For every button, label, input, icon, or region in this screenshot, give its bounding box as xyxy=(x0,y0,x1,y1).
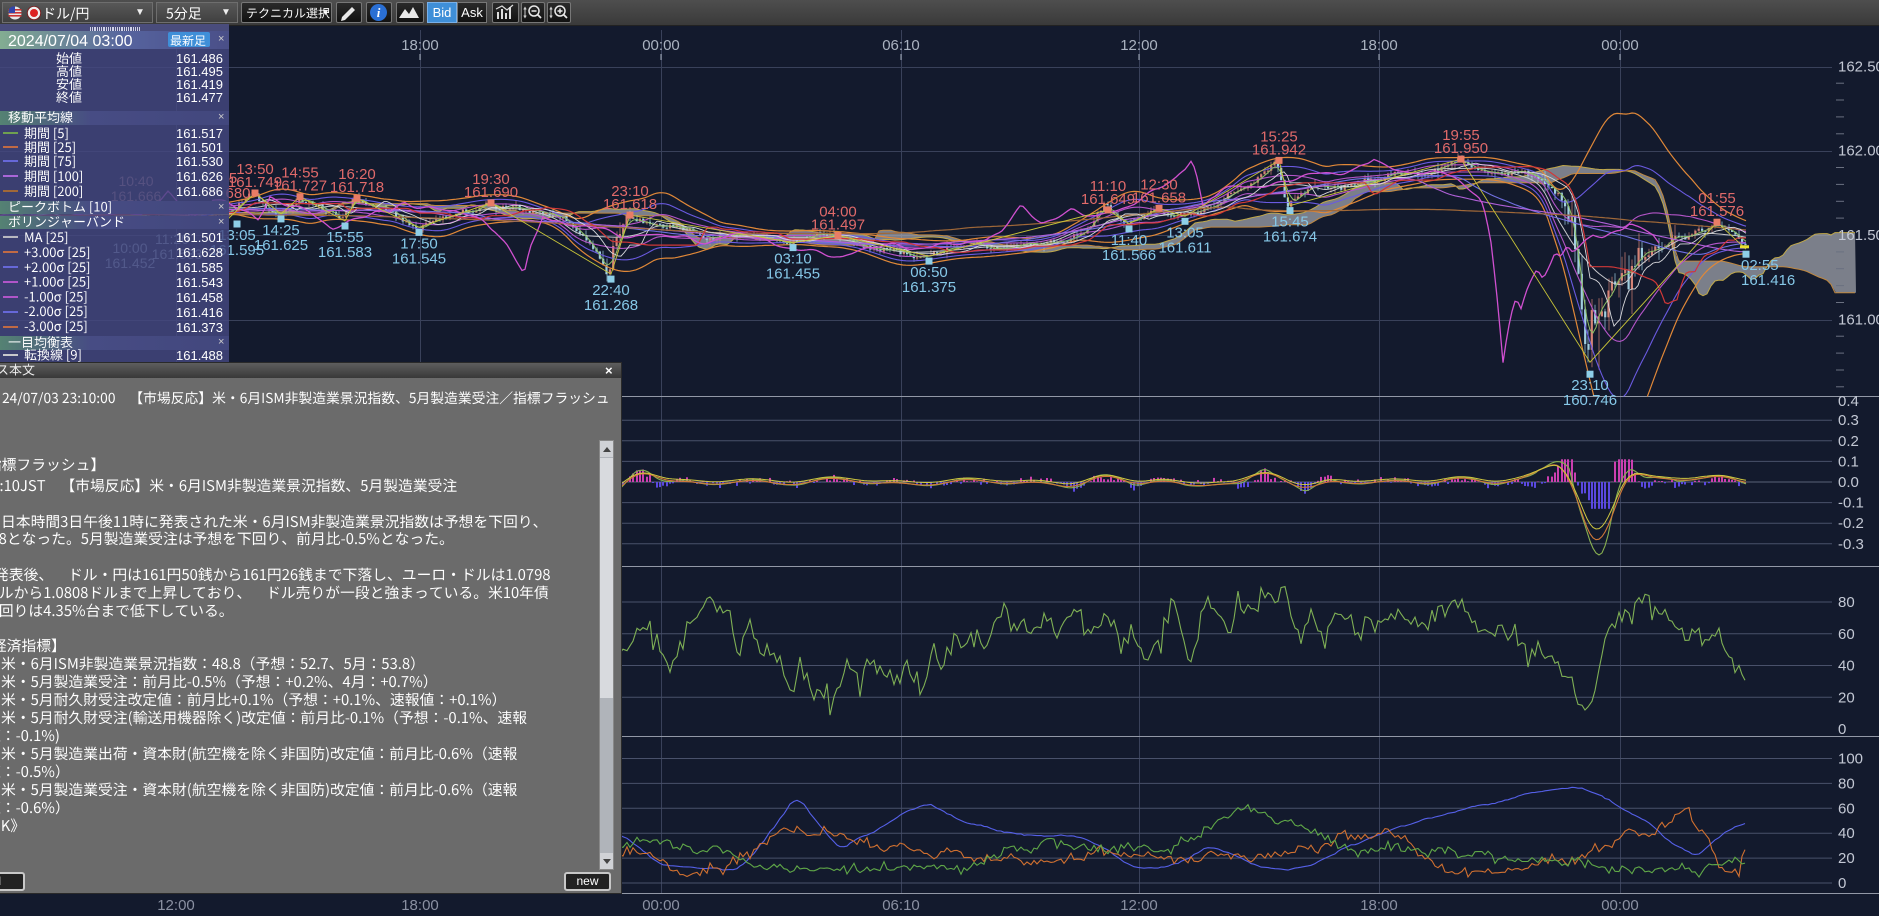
svg-text:161.674: 161.674 xyxy=(1263,229,1317,246)
svg-text:161.268: 161.268 xyxy=(584,297,638,314)
svg-text:12:00: 12:00 xyxy=(1120,897,1158,914)
svg-text:60: 60 xyxy=(1838,800,1855,817)
svg-text:20: 20 xyxy=(1838,850,1855,867)
svg-text:12:30: 12:30 xyxy=(1140,176,1178,193)
svg-text:00:00: 00:00 xyxy=(642,897,680,914)
svg-text:00:00: 00:00 xyxy=(1601,897,1639,914)
svg-text:01:55: 01:55 xyxy=(1698,190,1736,207)
svg-text:12:00: 12:00 xyxy=(1120,37,1158,54)
svg-text:13:05: 13:05 xyxy=(1166,224,1204,241)
svg-text:80: 80 xyxy=(1838,594,1855,611)
svg-text:17:50: 17:50 xyxy=(400,235,438,252)
svg-text:15:55: 15:55 xyxy=(326,229,364,246)
svg-text:06:50: 06:50 xyxy=(910,264,948,281)
svg-text:06:10: 06:10 xyxy=(882,37,920,54)
svg-text:00:00: 00:00 xyxy=(642,37,680,54)
svg-text:161.566: 161.566 xyxy=(1102,247,1156,264)
svg-text:161.690: 161.690 xyxy=(464,184,518,201)
svg-text:161.583: 161.583 xyxy=(318,244,372,261)
svg-text:161.545: 161.545 xyxy=(392,250,446,267)
svg-text:19:55: 19:55 xyxy=(1442,127,1480,144)
svg-text:-0.1: -0.1 xyxy=(1838,495,1864,512)
svg-text:160.746: 160.746 xyxy=(1563,392,1617,409)
svg-text:0.4: 0.4 xyxy=(1838,393,1859,410)
svg-text:161.375: 161.375 xyxy=(902,279,956,296)
svg-text:161.749: 161.749 xyxy=(228,174,282,191)
svg-text:06:10: 06:10 xyxy=(882,897,920,914)
svg-text:0: 0 xyxy=(1838,721,1846,738)
svg-text:162.50: 162.50 xyxy=(1838,58,1879,75)
svg-text:161.455: 161.455 xyxy=(766,266,820,283)
svg-text:0.0: 0.0 xyxy=(1838,474,1859,491)
svg-text:04:00: 04:00 xyxy=(819,204,857,221)
svg-text:11:40: 11:40 xyxy=(1111,232,1147,249)
svg-text:18:00: 18:00 xyxy=(1360,37,1398,54)
svg-text:-0.3: -0.3 xyxy=(1838,536,1864,553)
svg-text:161.950: 161.950 xyxy=(1434,140,1488,157)
svg-text:40: 40 xyxy=(1838,658,1855,675)
svg-text:161.497: 161.497 xyxy=(811,217,865,234)
svg-text:13:50: 13:50 xyxy=(236,161,274,178)
svg-text:5: 5 xyxy=(229,170,237,187)
svg-text:40: 40 xyxy=(1838,825,1855,842)
svg-text:60: 60 xyxy=(1838,626,1855,643)
svg-text:22:40: 22:40 xyxy=(592,282,630,299)
svg-text:161.416: 161.416 xyxy=(1741,272,1795,289)
svg-text:100: 100 xyxy=(1838,751,1863,768)
svg-text:161.727: 161.727 xyxy=(273,178,327,195)
svg-text:-0.2: -0.2 xyxy=(1838,515,1864,532)
svg-text:161.00: 161.00 xyxy=(1838,311,1879,328)
svg-text:18:00: 18:00 xyxy=(401,37,439,54)
svg-text:0.1: 0.1 xyxy=(1838,453,1859,470)
svg-text:23:10: 23:10 xyxy=(611,183,649,200)
svg-text:12:00: 12:00 xyxy=(157,897,195,914)
svg-text:18:00: 18:00 xyxy=(401,897,439,914)
svg-text:0: 0 xyxy=(1838,875,1846,892)
svg-text:161.576: 161.576 xyxy=(1690,203,1744,220)
svg-text:162.00: 162.00 xyxy=(1838,143,1879,160)
svg-text:14:25: 14:25 xyxy=(262,222,300,239)
svg-text:161.658: 161.658 xyxy=(1132,189,1186,206)
svg-text:0.2: 0.2 xyxy=(1838,433,1859,450)
svg-text:20: 20 xyxy=(1838,689,1855,706)
svg-text:15:45: 15:45 xyxy=(1271,214,1309,231)
svg-text:161.618: 161.618 xyxy=(603,196,657,213)
svg-text:23:10: 23:10 xyxy=(1571,377,1609,394)
svg-text:00:00: 00:00 xyxy=(1601,37,1639,54)
svg-text:0.3: 0.3 xyxy=(1838,412,1859,429)
svg-text:161.942: 161.942 xyxy=(1252,141,1306,158)
svg-text:161.649: 161.649 xyxy=(1081,191,1135,208)
svg-text:19:30: 19:30 xyxy=(472,171,510,188)
svg-text:02:55: 02:55 xyxy=(1741,257,1779,274)
svg-text:161.625: 161.625 xyxy=(254,237,308,254)
svg-text:161.50: 161.50 xyxy=(1838,227,1879,244)
svg-text:16:20: 16:20 xyxy=(338,166,376,183)
svg-text:80: 80 xyxy=(1838,775,1855,792)
svg-text:18:00: 18:00 xyxy=(1360,897,1398,914)
svg-text:03:10: 03:10 xyxy=(774,251,812,268)
svg-text:680: 680 xyxy=(225,185,250,202)
svg-text:11:10: 11:10 xyxy=(1090,178,1126,195)
svg-text:161.611: 161.611 xyxy=(1158,239,1211,256)
svg-text:14:55: 14:55 xyxy=(281,165,319,182)
svg-text:15:25: 15:25 xyxy=(1260,128,1298,145)
svg-text:161.718: 161.718 xyxy=(330,179,384,196)
